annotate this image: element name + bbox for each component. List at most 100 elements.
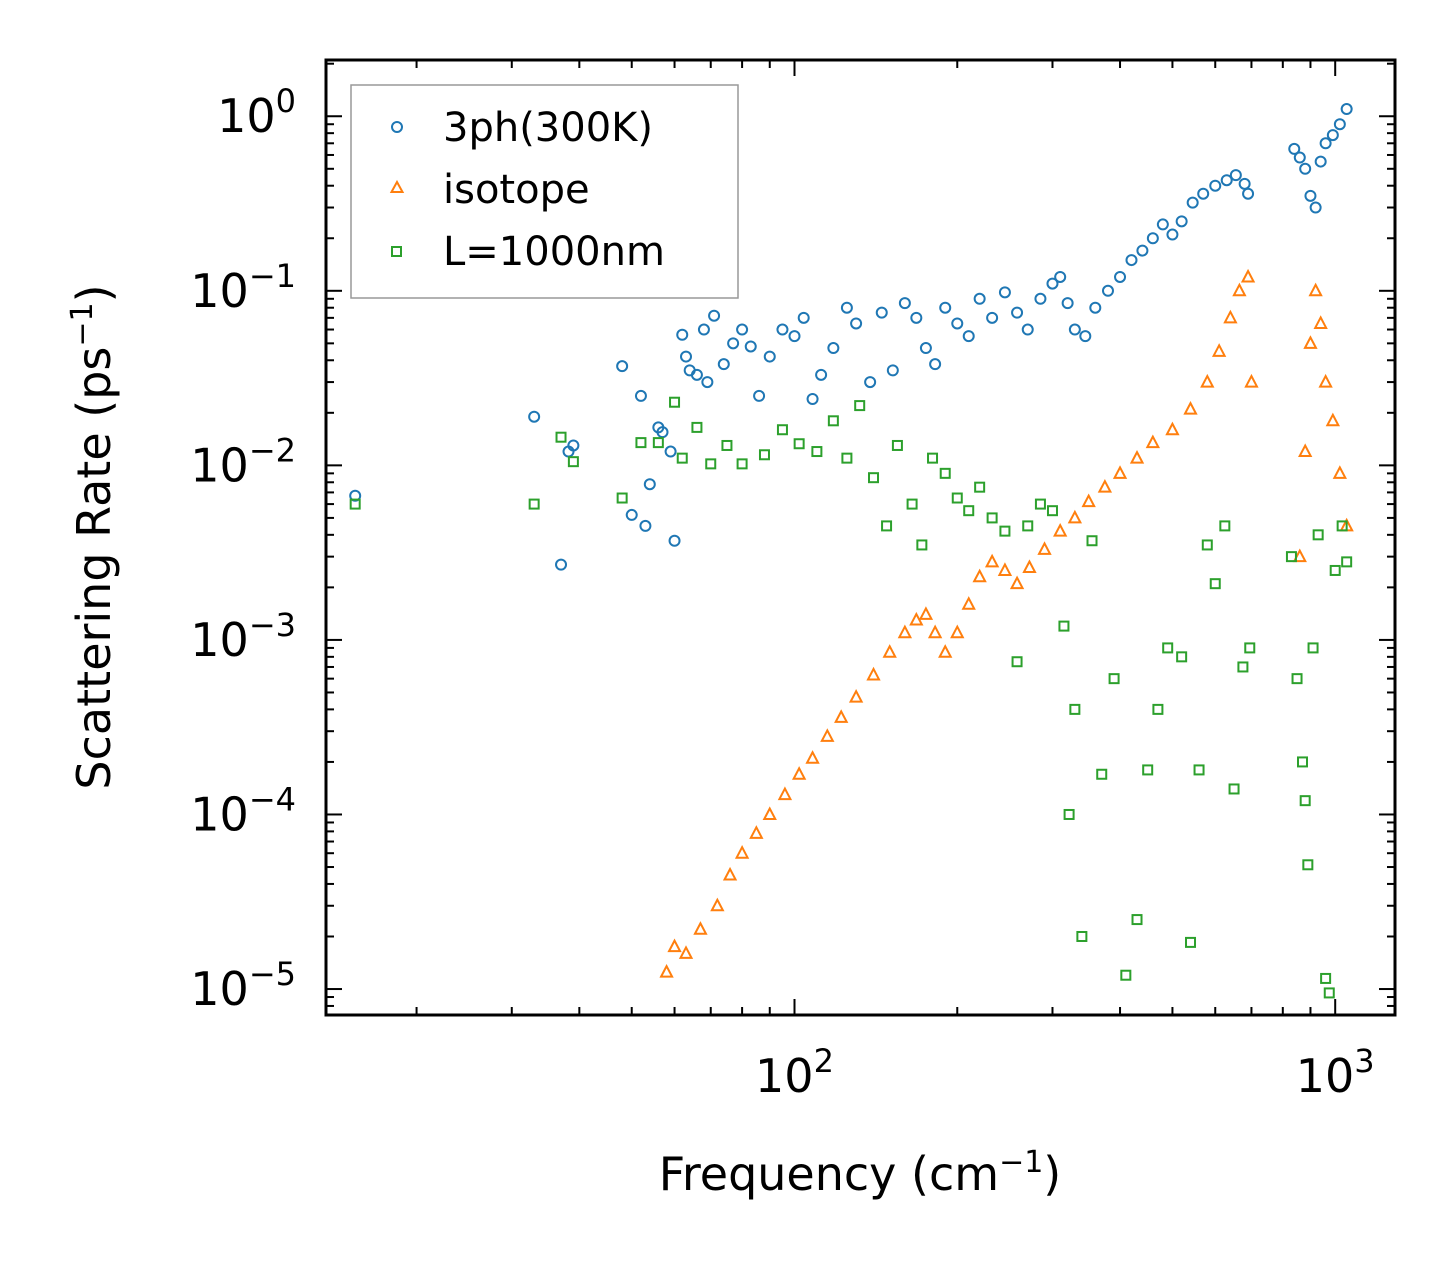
- y-tick-label: 100: [217, 82, 296, 143]
- y-tick-label: 10−2: [190, 431, 296, 492]
- y-tick-label: 10−4: [190, 780, 296, 841]
- legend-box: [350, 84, 739, 299]
- y-tick-label-base: 10: [217, 89, 276, 143]
- y-tick-label-base: 10: [190, 613, 249, 667]
- data-point-triangle: [678, 945, 694, 959]
- legend: 3ph(300K) isotope L=1000nm: [350, 84, 739, 299]
- data-point-triangle: [693, 921, 708, 935]
- data-point-circle: [1340, 103, 1353, 116]
- data-point-circle: [1061, 297, 1074, 310]
- data-point-triangle: [659, 963, 674, 978]
- data-point-circle: [875, 306, 888, 319]
- data-point-triangle: [1183, 400, 1198, 415]
- data-point-circle: [736, 323, 749, 336]
- x-tick-label: 102: [755, 1042, 834, 1103]
- data-point-triangle: [1037, 541, 1052, 555]
- data-point-circle: [744, 340, 757, 353]
- x-tick-label-base: 10: [755, 1049, 814, 1103]
- x-tick-label: 103: [1296, 1042, 1375, 1103]
- data-point-circle: [1175, 215, 1188, 228]
- data-point-circle: [1011, 306, 1024, 319]
- y-tick-label: 10−5: [190, 955, 296, 1016]
- data-point-circle: [806, 392, 819, 405]
- data-point-square: [881, 520, 893, 532]
- data-point-square: [567, 456, 579, 468]
- data-point-circle: [1136, 244, 1149, 257]
- data-point-circle: [643, 478, 656, 491]
- data-point-circle: [986, 311, 999, 324]
- data-point-circle: [886, 364, 899, 377]
- data-point-circle: [951, 317, 964, 330]
- data-point-square: [939, 467, 951, 479]
- data-point-square: [1063, 808, 1075, 820]
- data-point-triangle: [1200, 373, 1215, 388]
- data-point-square: [868, 472, 880, 484]
- data-point-square: [854, 400, 866, 412]
- data-point-square: [1022, 520, 1034, 532]
- data-point-circle: [676, 328, 689, 341]
- data-point-square: [1152, 703, 1164, 715]
- data-point-triangle: [1232, 282, 1247, 297]
- y-tick-label-exponent: −3: [249, 606, 296, 644]
- data-point-square: [951, 492, 963, 504]
- data-point-triangle: [918, 606, 934, 620]
- data-point-circle: [827, 342, 840, 355]
- data-point-square: [1120, 969, 1132, 981]
- data-point-circle: [776, 323, 789, 336]
- y-axis-label: Scattering Rate (ps−1): [65, 284, 121, 789]
- data-point-square: [1329, 564, 1341, 576]
- data-marks: [349, 103, 1354, 999]
- data-point-square: [827, 415, 839, 427]
- data-point-circle: [1034, 292, 1047, 305]
- data-point-square: [1046, 505, 1058, 517]
- data-point-circle: [1209, 179, 1222, 192]
- data-point-circle: [1166, 228, 1179, 241]
- data-point-circle: [1314, 155, 1327, 168]
- data-point-square: [1058, 620, 1070, 632]
- data-point-triangle: [1112, 465, 1128, 479]
- data-point-circle: [973, 292, 986, 305]
- data-point-triangle: [1308, 282, 1323, 297]
- data-point-square: [1011, 656, 1023, 668]
- data-point-square: [1069, 703, 1081, 715]
- data-point-triangle: [1325, 412, 1340, 427]
- data-point-circle: [697, 323, 710, 336]
- data-point-square: [793, 438, 805, 450]
- data-point-circle: [1021, 323, 1034, 336]
- data-point-circle: [701, 376, 714, 389]
- data-point-circle: [1309, 201, 1322, 214]
- data-point-circle: [1079, 330, 1092, 343]
- data-point-triangle: [722, 866, 738, 881]
- data-point-triangle: [710, 897, 725, 912]
- data-point-circle: [1101, 284, 1114, 297]
- data-point-square: [1086, 535, 1098, 547]
- y-tick-label: 10−1: [190, 257, 296, 318]
- data-point-triangle: [1053, 522, 1068, 537]
- plot-area-frame: [324, 58, 1397, 1017]
- data-point-triangle: [866, 666, 881, 681]
- data-point-square: [811, 446, 823, 458]
- data-point-triangle: [1240, 268, 1256, 283]
- data-point-square: [616, 492, 628, 504]
- data-point-triangle: [1009, 575, 1025, 590]
- data-point-circle: [727, 337, 740, 350]
- data-point-square: [1209, 578, 1221, 590]
- data-point-circle: [929, 358, 942, 371]
- data-point-circle: [1054, 270, 1067, 283]
- data-point-circle: [1186, 196, 1199, 209]
- data-point-circle: [690, 368, 703, 381]
- data-point-square: [1034, 498, 1046, 510]
- data-point-triangle: [950, 624, 965, 639]
- legend-label-isotope: isotope: [443, 167, 590, 213]
- x-tick-label-base: 10: [1296, 1049, 1355, 1103]
- data-point-square: [1312, 529, 1324, 541]
- data-point-circle: [815, 368, 828, 381]
- data-point-circle: [753, 389, 766, 402]
- data-point-circle: [1229, 169, 1242, 182]
- data-point-circle: [1299, 162, 1312, 175]
- data-point-triangle: [1067, 509, 1083, 524]
- data-point-circle: [668, 534, 681, 547]
- data-point-circle: [567, 439, 580, 452]
- data-point-square: [349, 498, 361, 510]
